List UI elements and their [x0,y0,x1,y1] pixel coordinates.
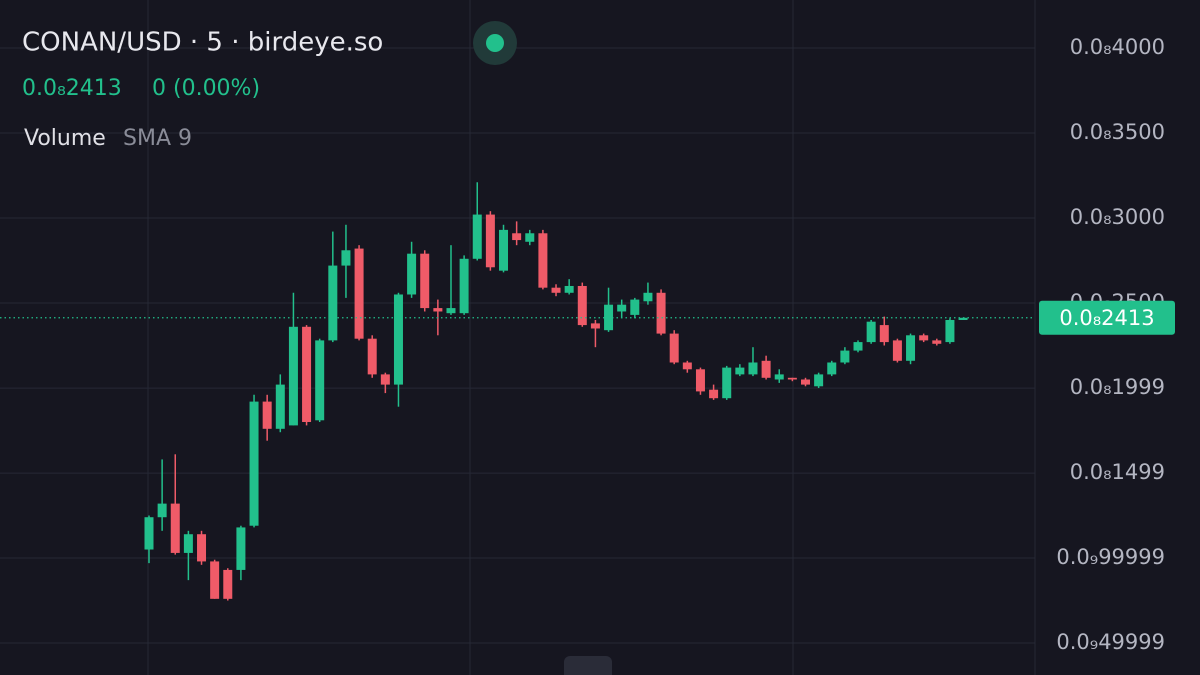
candle-body [643,292,653,302]
candle-body [275,384,285,429]
candle-body [183,534,193,553]
chart-title: CONAN/USD · 5 · birdeye.so [22,28,383,58]
y-tick-label: 0.0₉49999 [1056,630,1165,654]
grid [0,0,1036,675]
candle-body [288,326,298,426]
candle-body [801,379,810,385]
candle-body [328,265,338,341]
y-tick-label: 0.0₈3000 [1070,205,1165,229]
scroll-button[interactable] [564,656,612,675]
y-tick-label: 0.0₈3500 [1070,120,1165,144]
y-tick-label: 0.0₈4000 [1070,35,1165,59]
candle-body [735,367,745,375]
candle-body [774,374,784,380]
candle-body [787,377,797,380]
candle-body [144,517,154,550]
candle-body [656,292,666,334]
candle-body [709,389,719,399]
candle-body [551,287,561,293]
candle-body [315,340,325,421]
candle-body [564,285,574,293]
candle-body [682,362,692,370]
header: CONAN/USD · 5 · birdeye.so 0.0₈2413 0 (0… [22,21,517,151]
candle-body [210,561,220,599]
candle-body [814,374,824,387]
candle-body [512,233,522,241]
candle-body [472,214,482,259]
indicator-setting: SMA 9 [123,126,192,151]
y-tick-label: 0.0₈1499 [1070,460,1165,484]
candle-body [446,308,456,314]
candle-body [630,299,640,315]
candle-body [433,308,443,312]
y-tick-label: 0.0₈1999 [1070,375,1165,399]
candle-body [827,362,837,375]
candle-body [866,321,876,343]
candle-body [197,534,207,562]
candle-body [223,569,233,599]
candle-body [958,317,968,320]
candle-body [420,253,430,309]
candle-body [236,527,246,570]
candle-body [538,233,548,288]
candle-body [249,401,259,526]
candle-body [499,229,509,271]
candle-body [157,503,167,518]
candle-body [590,323,600,329]
candle-body [262,401,272,429]
candle-body [341,250,351,266]
candle-body [170,503,180,553]
last-price: 0.0₈2413 [22,76,122,101]
candle-body [932,340,942,344]
candle-body [354,248,364,339]
candle-body [892,340,902,361]
candle-body [617,304,627,312]
y-tick-label: 0.0₉99999 [1056,545,1165,569]
candle-body [577,285,587,326]
candle-body [919,335,929,341]
plot-area [0,182,1035,601]
candle-body [367,338,377,375]
last-price-tag [1039,300,1175,335]
price-change: 0 (0.00%) [152,76,260,101]
candle-body [761,360,771,378]
status-dot [486,34,504,52]
candle-body [380,374,390,385]
price-axis: 0.0₈40000.0₈35000.0₈30000.0₈25000.0₈1999… [1039,35,1175,654]
indicator-name: Volume [24,126,106,151]
candle-body [525,233,535,242]
candle-body [748,362,758,375]
candle-body [945,319,955,343]
candle-body [302,326,312,423]
last-price-tag-label: 0.0₈2413 [1059,306,1154,330]
candle-body [722,367,732,399]
candle-body [840,350,850,363]
candle-body [879,325,889,343]
candle-body [459,258,469,314]
candle-body [853,342,863,351]
candle-body [669,333,679,363]
candle-body [695,369,705,392]
candle-body [393,294,403,385]
candle-body [906,335,916,361]
candle-body [485,214,495,268]
candle-body [407,253,417,295]
